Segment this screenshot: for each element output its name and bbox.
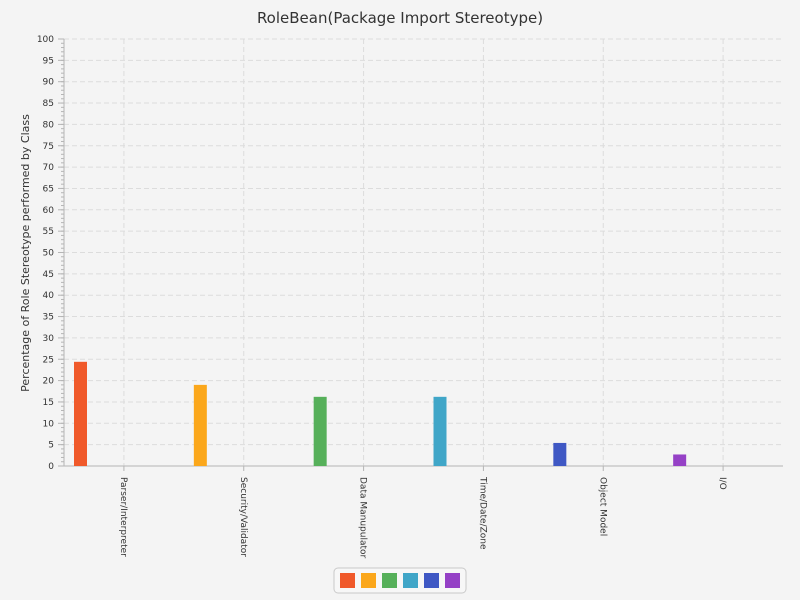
- y-tick-label: 20: [43, 377, 55, 387]
- legend-swatch-data-manupulator[interactable]: [382, 573, 397, 588]
- chart-title: RoleBean(Package Import Stereotype): [257, 9, 543, 27]
- legend-swatch-security-validator[interactable]: [361, 573, 376, 588]
- y-tick-label: 65: [43, 184, 54, 194]
- bar-security-validator[interactable]: [193, 384, 207, 466]
- bar-parser-interpreter[interactable]: [74, 361, 87, 466]
- y-tick-label: 15: [43, 398, 54, 408]
- y-tick-label: 55: [43, 227, 54, 237]
- legend: [333, 567, 467, 594]
- y-tick-label: 70: [43, 163, 55, 173]
- y-tick-label: 90: [43, 78, 55, 88]
- x-tick-label: I/O: [717, 477, 727, 490]
- x-tick-label: Security/Validator: [238, 477, 248, 557]
- bar-i-o[interactable]: [673, 454, 687, 466]
- x-tick-label: Object Model: [597, 477, 607, 536]
- y-tick-label: 60: [43, 206, 55, 216]
- y-tick-label: 25: [43, 355, 54, 365]
- legend-swatch-i-o[interactable]: [445, 573, 460, 588]
- grid: [64, 38, 783, 466]
- x-tick-label: Time/Date/Zone: [477, 476, 487, 550]
- y-tick-label: 5: [48, 441, 54, 451]
- bar-data-manupulator[interactable]: [313, 396, 327, 466]
- axes: [58, 38, 783, 471]
- y-tick-label: 35: [43, 313, 54, 323]
- y-tick-label: 50: [43, 249, 55, 259]
- y-tick-label: 100: [37, 35, 54, 45]
- y-tick-label: 80: [43, 120, 55, 130]
- y-tick-labels: 0 5 10 15 20 25 30 35 40 45 50 55 60 65 70 75 80 85 90 95 10…: [37, 35, 54, 472]
- y-tick-label: 85: [43, 99, 54, 109]
- y-tick-label: 40: [43, 291, 55, 301]
- x-tick-label: Data Manupulator: [358, 477, 368, 559]
- legend-swatch-time-date-zone[interactable]: [403, 573, 418, 588]
- y-tick-label: 45: [43, 270, 54, 280]
- bar-object-model[interactable]: [553, 442, 567, 466]
- x-tick-labels: Parser/Interpreter Security/Validator Data…: [118, 476, 727, 559]
- bar-time-date-zone[interactable]: [433, 396, 447, 466]
- y-tick-label: 95: [43, 56, 54, 66]
- bars: [74, 361, 687, 466]
- y-axis-label: Percentage of Role Stereotype performed …: [19, 114, 32, 392]
- y-tick-label: 75: [43, 142, 54, 152]
- legend-swatch-object-model[interactable]: [424, 573, 439, 588]
- y-tick-label: 0: [48, 462, 54, 472]
- y-tick-label: 10: [43, 419, 55, 429]
- legend-swatch-parser-interpreter[interactable]: [340, 573, 355, 588]
- y-tick-label: 30: [43, 334, 55, 344]
- x-tick-label: Parser/Interpreter: [118, 477, 128, 557]
